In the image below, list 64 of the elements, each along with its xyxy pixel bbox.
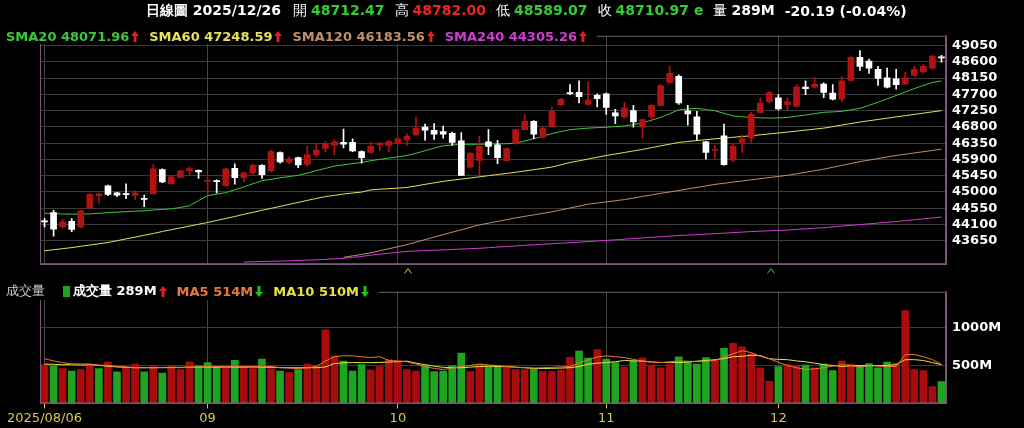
bar bbox=[303, 363, 312, 404]
chart-title: 日線圖 2025/12/26 bbox=[146, 2, 282, 20]
bar bbox=[230, 359, 239, 404]
bar bbox=[711, 359, 719, 404]
text: MA10 510M bbox=[273, 283, 359, 299]
bar bbox=[212, 366, 221, 404]
bar bbox=[149, 366, 158, 404]
bar bbox=[113, 371, 121, 404]
text: 高 48782.00 bbox=[394, 2, 487, 18]
x-tick-label: 10 bbox=[389, 409, 407, 425]
bar bbox=[593, 349, 602, 404]
y-tick-label: 46800 bbox=[952, 118, 998, 134]
y-tick-label: 48600 bbox=[952, 53, 998, 69]
candlestick bbox=[566, 84, 574, 95]
bar bbox=[221, 367, 230, 404]
bar bbox=[285, 372, 293, 404]
text: 量 289M bbox=[713, 2, 775, 18]
candlestick bbox=[684, 104, 692, 126]
y-tick-label: 48150 bbox=[952, 69, 998, 85]
text: SMA60 47248.59 bbox=[149, 29, 273, 44]
text: 低 48589.07 bbox=[496, 2, 588, 18]
text: SMA120 46183.56 bbox=[292, 29, 425, 44]
bar bbox=[258, 358, 266, 404]
x-tick-label: 09 bbox=[199, 409, 216, 425]
text: -20.19 (-0.04%) bbox=[784, 3, 907, 19]
y-tick-label: 500M bbox=[952, 356, 993, 372]
y-tick-label: 49050 bbox=[952, 36, 998, 52]
text: 開 48712.47 bbox=[293, 2, 385, 18]
y-tick-label: 45000 bbox=[952, 183, 998, 199]
candlestick bbox=[421, 123, 429, 141]
y-tick-label: 47250 bbox=[952, 101, 998, 117]
bar bbox=[294, 369, 303, 404]
chart-title: 成交量 bbox=[6, 282, 45, 300]
text: MA5 514M bbox=[176, 283, 254, 299]
text: 收 48710.97 e bbox=[597, 2, 704, 18]
x-tick-label: 2025/08/06 bbox=[7, 409, 82, 425]
y-tick-label: 45900 bbox=[952, 150, 998, 166]
x-tick-label: 12 bbox=[770, 409, 787, 425]
candlestick bbox=[122, 183, 130, 200]
bar bbox=[276, 370, 284, 404]
bar bbox=[720, 348, 728, 404]
bar bbox=[158, 372, 167, 404]
text: SMA20 48071.96 bbox=[6, 29, 130, 44]
y-tick-label: 43650 bbox=[952, 232, 998, 248]
bar bbox=[520, 369, 529, 404]
y-tick-label: 45450 bbox=[952, 167, 998, 183]
bar bbox=[104, 361, 112, 404]
y-tick-label: 44100 bbox=[952, 215, 998, 231]
candlestick bbox=[711, 145, 719, 160]
legend-label: 成交量 289M bbox=[73, 282, 157, 300]
y-tick-label: 44550 bbox=[952, 199, 998, 215]
bar bbox=[95, 368, 103, 404]
y-tick-label: 1000M bbox=[952, 318, 1002, 334]
bar bbox=[67, 370, 76, 404]
bar bbox=[665, 364, 674, 404]
bar bbox=[267, 368, 275, 404]
candlestick bbox=[140, 194, 148, 207]
x-tick-label: 11 bbox=[597, 409, 615, 425]
bar bbox=[529, 368, 538, 404]
y-tick-label: 46350 bbox=[952, 134, 998, 150]
candlestick bbox=[213, 179, 220, 194]
y-tick-label: 47700 bbox=[952, 85, 998, 101]
text: SMA240 44305.26 bbox=[444, 29, 578, 44]
bar bbox=[140, 371, 149, 404]
